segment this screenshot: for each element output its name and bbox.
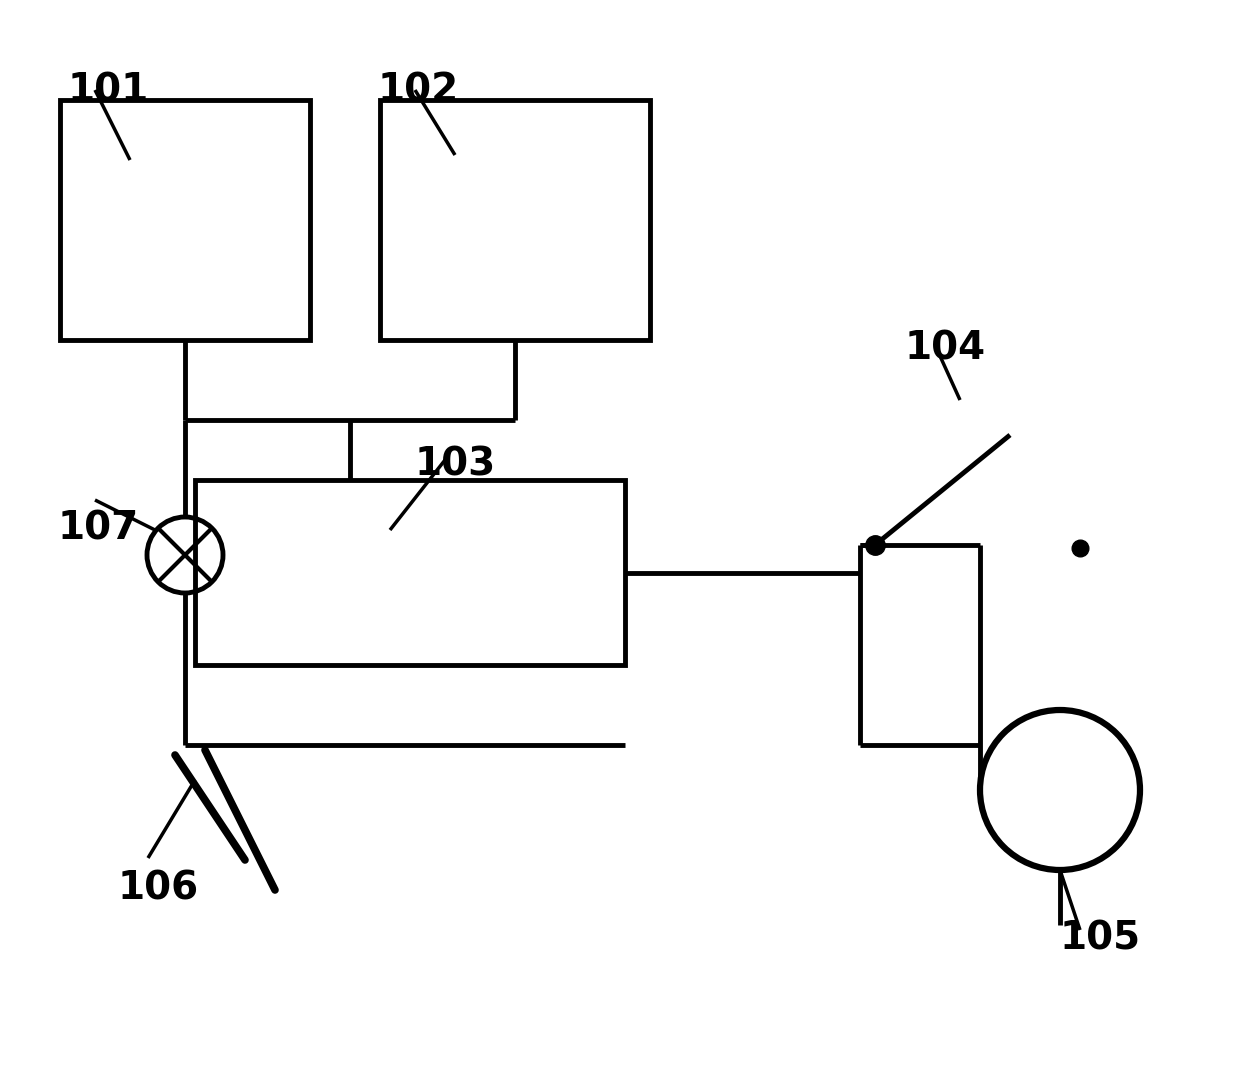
Text: 102: 102 [378,72,459,110]
Text: 103: 103 [415,445,496,483]
Text: 106: 106 [118,870,200,908]
Bar [195,480,625,666]
Text: 104: 104 [905,329,986,368]
Text: 101: 101 [68,72,149,110]
Bar [379,100,650,340]
Text: 105: 105 [1060,920,1141,958]
Bar [60,100,310,340]
Text: 107: 107 [58,509,139,548]
